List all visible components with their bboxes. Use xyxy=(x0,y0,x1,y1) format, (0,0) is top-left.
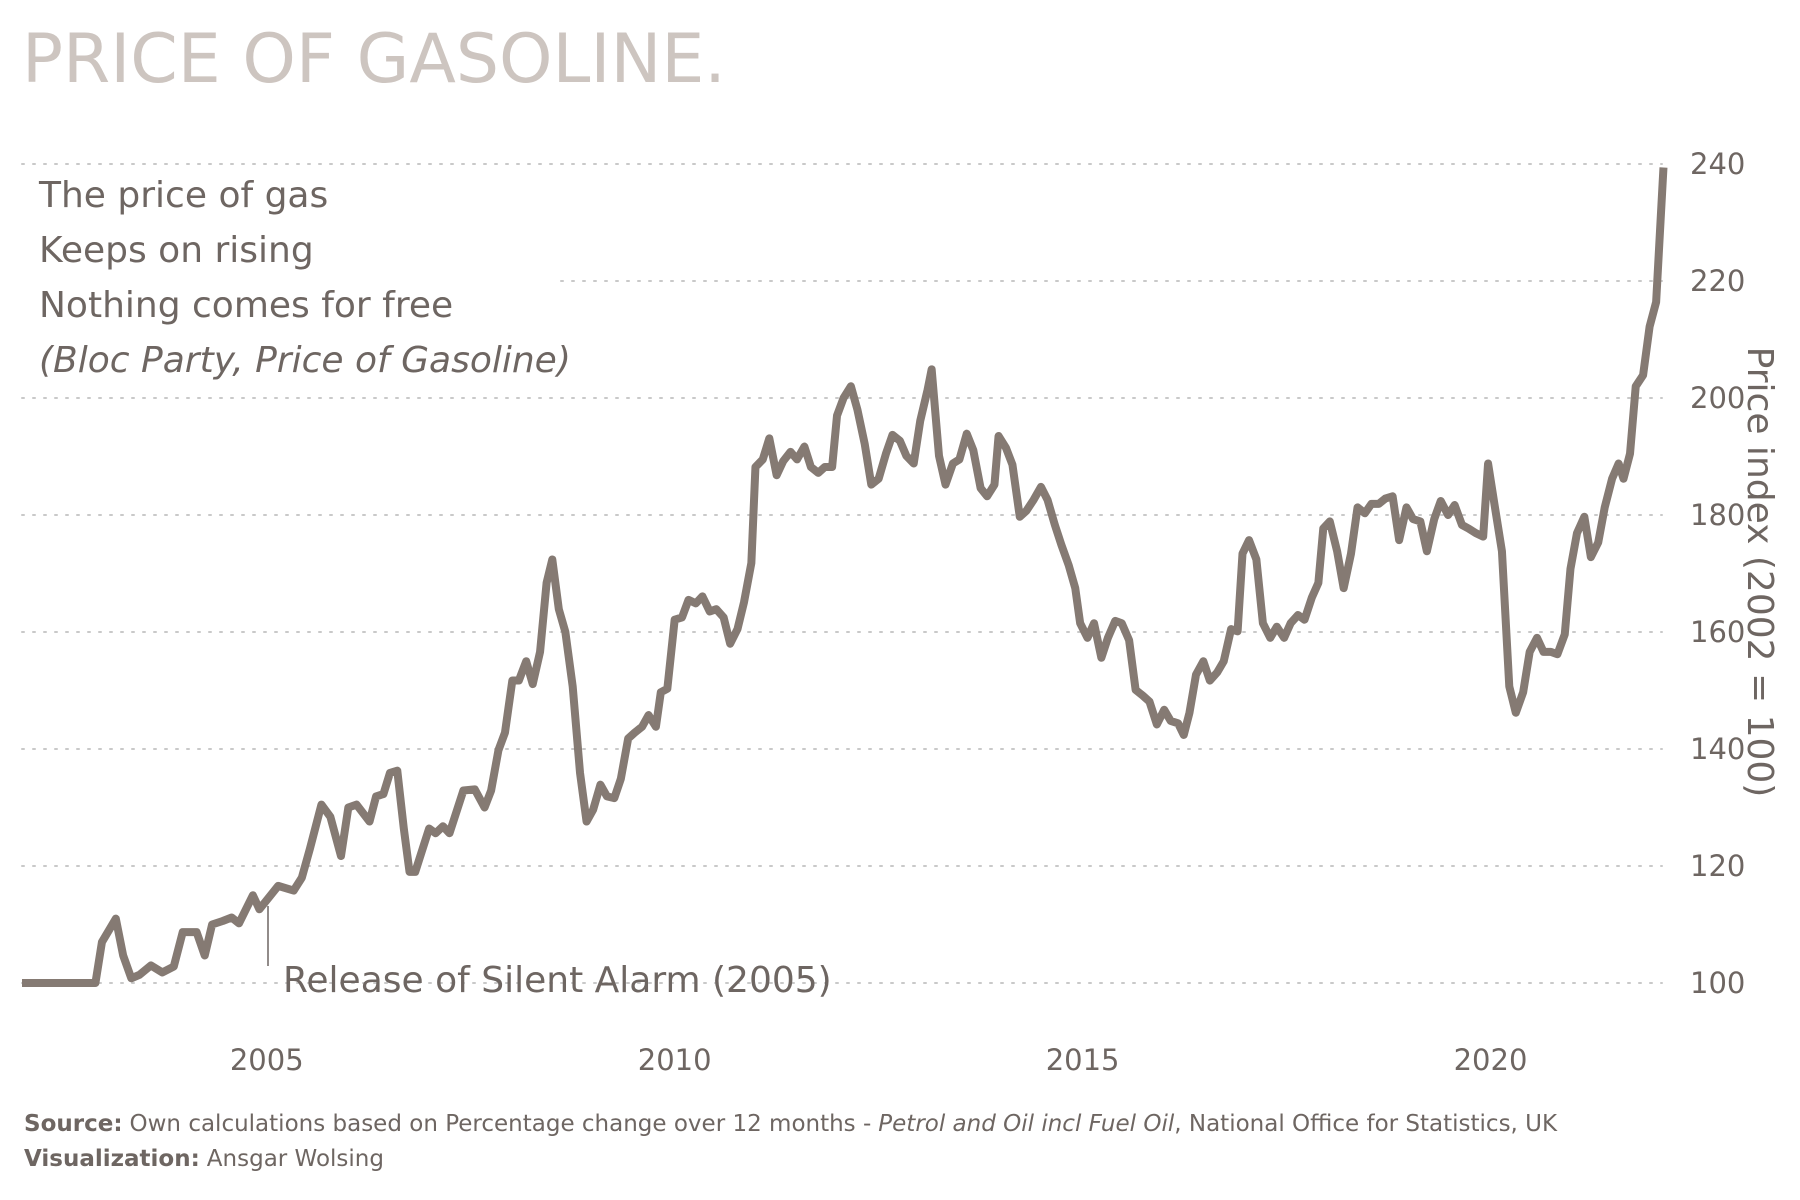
poem-credit: (Bloc Party, Price of Gasoline) xyxy=(39,340,571,381)
source-italic: Petrol and Oil incl Fuel Oil xyxy=(878,1111,1175,1137)
y-tick-label: 140 xyxy=(1690,732,1745,766)
poem-backdrop xyxy=(20,180,560,395)
x-tick-label: 2010 xyxy=(638,1043,712,1077)
x-tick-label: 2015 xyxy=(1046,1043,1120,1077)
annotation: Release of Silent Alarm (2005) xyxy=(283,960,832,1001)
source-end: , National Office for Statistics, UK xyxy=(1174,1111,1558,1137)
credit-text: Ansgar Wolsing xyxy=(207,1146,384,1172)
y-tick-label: 180 xyxy=(1690,498,1745,532)
price-line xyxy=(22,167,1668,987)
poem-line: The price of gas xyxy=(38,175,328,216)
source-text: Own calculations based on Percentage cha… xyxy=(130,1111,872,1137)
y-tick-label: 220 xyxy=(1690,264,1745,298)
source: Source: Own calculations based on Percent… xyxy=(24,1111,1558,1137)
y-axis-label: Price index (2002 = 100) xyxy=(1739,347,1780,798)
poem-line: Keeps on rising xyxy=(39,230,314,271)
y-tick-label: 240 xyxy=(1690,147,1745,181)
poem-line: Nothing comes for free xyxy=(39,285,453,326)
y-tick-label: 200 xyxy=(1690,381,1745,415)
y-tick-label: 160 xyxy=(1690,615,1745,649)
credit-label: Visualization: xyxy=(24,1146,200,1172)
y-tick-label: 100 xyxy=(1690,966,1745,1000)
grid xyxy=(21,163,1663,984)
source-label: Source: xyxy=(24,1111,123,1137)
credit: Visualization: Ansgar Wolsing xyxy=(24,1146,384,1172)
chart-title: PRICE OF GASOLINE. xyxy=(22,20,726,99)
y-tick-label: 120 xyxy=(1690,849,1745,883)
x-tick-label: 2005 xyxy=(230,1043,304,1077)
x-tick-label: 2020 xyxy=(1454,1043,1528,1077)
